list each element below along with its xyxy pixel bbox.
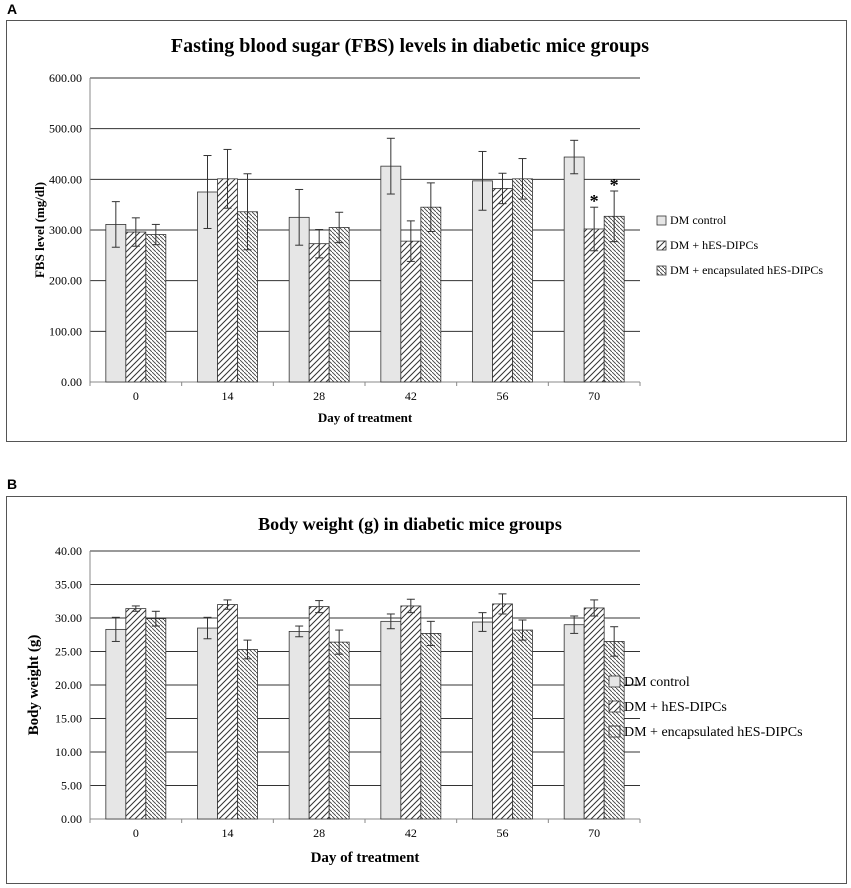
bar-solid-42 (380, 165, 402, 383)
legend-swatch (656, 240, 667, 251)
legend-label: DM + encapsulated hES-DIPCs (624, 725, 803, 740)
y-tick-label: 500.00 (49, 122, 82, 136)
x-tick-label: 42 (405, 826, 417, 840)
bar-solid-70 (563, 156, 585, 383)
x-tick-label: 56 (497, 826, 509, 840)
bar-solid-70 (563, 624, 585, 820)
legend-swatch (608, 675, 621, 688)
bar-solid-56 (472, 180, 493, 383)
x-tick-label: 70 (588, 826, 600, 840)
bar-hatch-back-56 (512, 629, 533, 820)
bar-hatch-forward-0 (125, 231, 147, 383)
legend-swatch (608, 700, 621, 713)
x-tick-label: 14 (222, 389, 234, 403)
y-tick-label: 300.00 (49, 223, 82, 237)
legend-swatch (656, 265, 667, 276)
legend-swatch (656, 215, 667, 226)
bar-hatch-back-28 (328, 641, 350, 820)
chart-title: Body weight (g) in diabetic mice groups (258, 514, 562, 535)
chart-title: Fasting blood sugar (FBS) levels in diab… (171, 35, 649, 57)
legend-label: DM + hES-DIPCs (670, 238, 758, 252)
x-tick-label: 14 (222, 826, 234, 840)
bar-solid-56 (472, 621, 493, 820)
bar-hatch-forward-70 (583, 607, 605, 820)
bar-hatch-back-0 (145, 234, 167, 383)
bar-hatch-back-42 (420, 633, 442, 820)
bar-hatch-forward-56 (492, 188, 513, 383)
y-tick-label: 35.00 (55, 578, 82, 592)
panel-b-label: B (7, 476, 18, 492)
bar-hatch-forward-56 (492, 603, 513, 820)
bar-hatch-forward-0 (125, 608, 147, 820)
x-axis-label: Day of treatment (318, 410, 413, 425)
y-tick-label: 25.00 (55, 645, 82, 659)
y-tick-label: 20.00 (55, 678, 82, 692)
x-tick-label: 0 (133, 389, 139, 403)
bar-hatch-back-14 (237, 649, 258, 820)
legend-label: DM control (624, 675, 690, 690)
bar-solid-42 (380, 620, 402, 820)
legend-swatch (608, 725, 621, 738)
bar-hatch-forward-28 (308, 606, 330, 820)
y-tick-label: 15.00 (55, 712, 82, 726)
bar-hatch-back-28 (328, 227, 350, 383)
x-tick-label: 28 (313, 389, 325, 403)
y-tick-label: 0.00 (61, 375, 82, 389)
y-axis-label: Body weight (g) (26, 635, 42, 736)
y-tick-label: 10.00 (55, 745, 82, 759)
y-tick-label: 600.00 (49, 71, 82, 85)
bar-solid-28 (288, 631, 310, 820)
bar-hatch-back-42 (420, 206, 442, 383)
y-tick-label: 5.00 (61, 779, 82, 793)
bar-hatch-forward-28 (308, 243, 330, 383)
bar-hatch-back-56 (512, 178, 533, 383)
legend-label: DM control (670, 213, 727, 227)
x-axis-label: Day of treatment (311, 850, 420, 866)
y-tick-label: 400.00 (49, 172, 82, 186)
bar-hatch-forward-14 (217, 178, 238, 383)
y-tick-label: 40.00 (55, 544, 82, 558)
bar-solid-0 (105, 628, 127, 820)
significance-asterisk: * (590, 191, 599, 211)
x-tick-label: 70 (588, 389, 600, 403)
x-tick-label: 28 (313, 826, 325, 840)
x-tick-label: 56 (497, 389, 509, 403)
legend-label: DM + encapsulated hES-DIPCs (670, 263, 823, 277)
y-tick-label: 200.00 (49, 274, 82, 288)
bar-hatch-forward-14 (217, 604, 238, 820)
bar-hatch-back-0 (145, 618, 167, 820)
y-axis-label: FBS level (mg/dl) (32, 182, 47, 278)
bar-hatch-forward-42 (400, 240, 422, 383)
y-tick-label: 0.00 (61, 812, 82, 826)
bar-solid-0 (105, 224, 127, 383)
panel-a-label: A (7, 1, 18, 17)
x-tick-label: 0 (133, 826, 139, 840)
bar-hatch-forward-70 (583, 228, 605, 383)
bar-hatch-forward-42 (400, 605, 422, 820)
y-tick-label: 30.00 (55, 611, 82, 625)
significance-asterisk: * (610, 175, 619, 195)
y-tick-label: 100.00 (49, 324, 82, 338)
legend-label: DM + hES-DIPCs (624, 700, 727, 715)
x-tick-label: 42 (405, 389, 417, 403)
bar-solid-14 (197, 627, 218, 820)
